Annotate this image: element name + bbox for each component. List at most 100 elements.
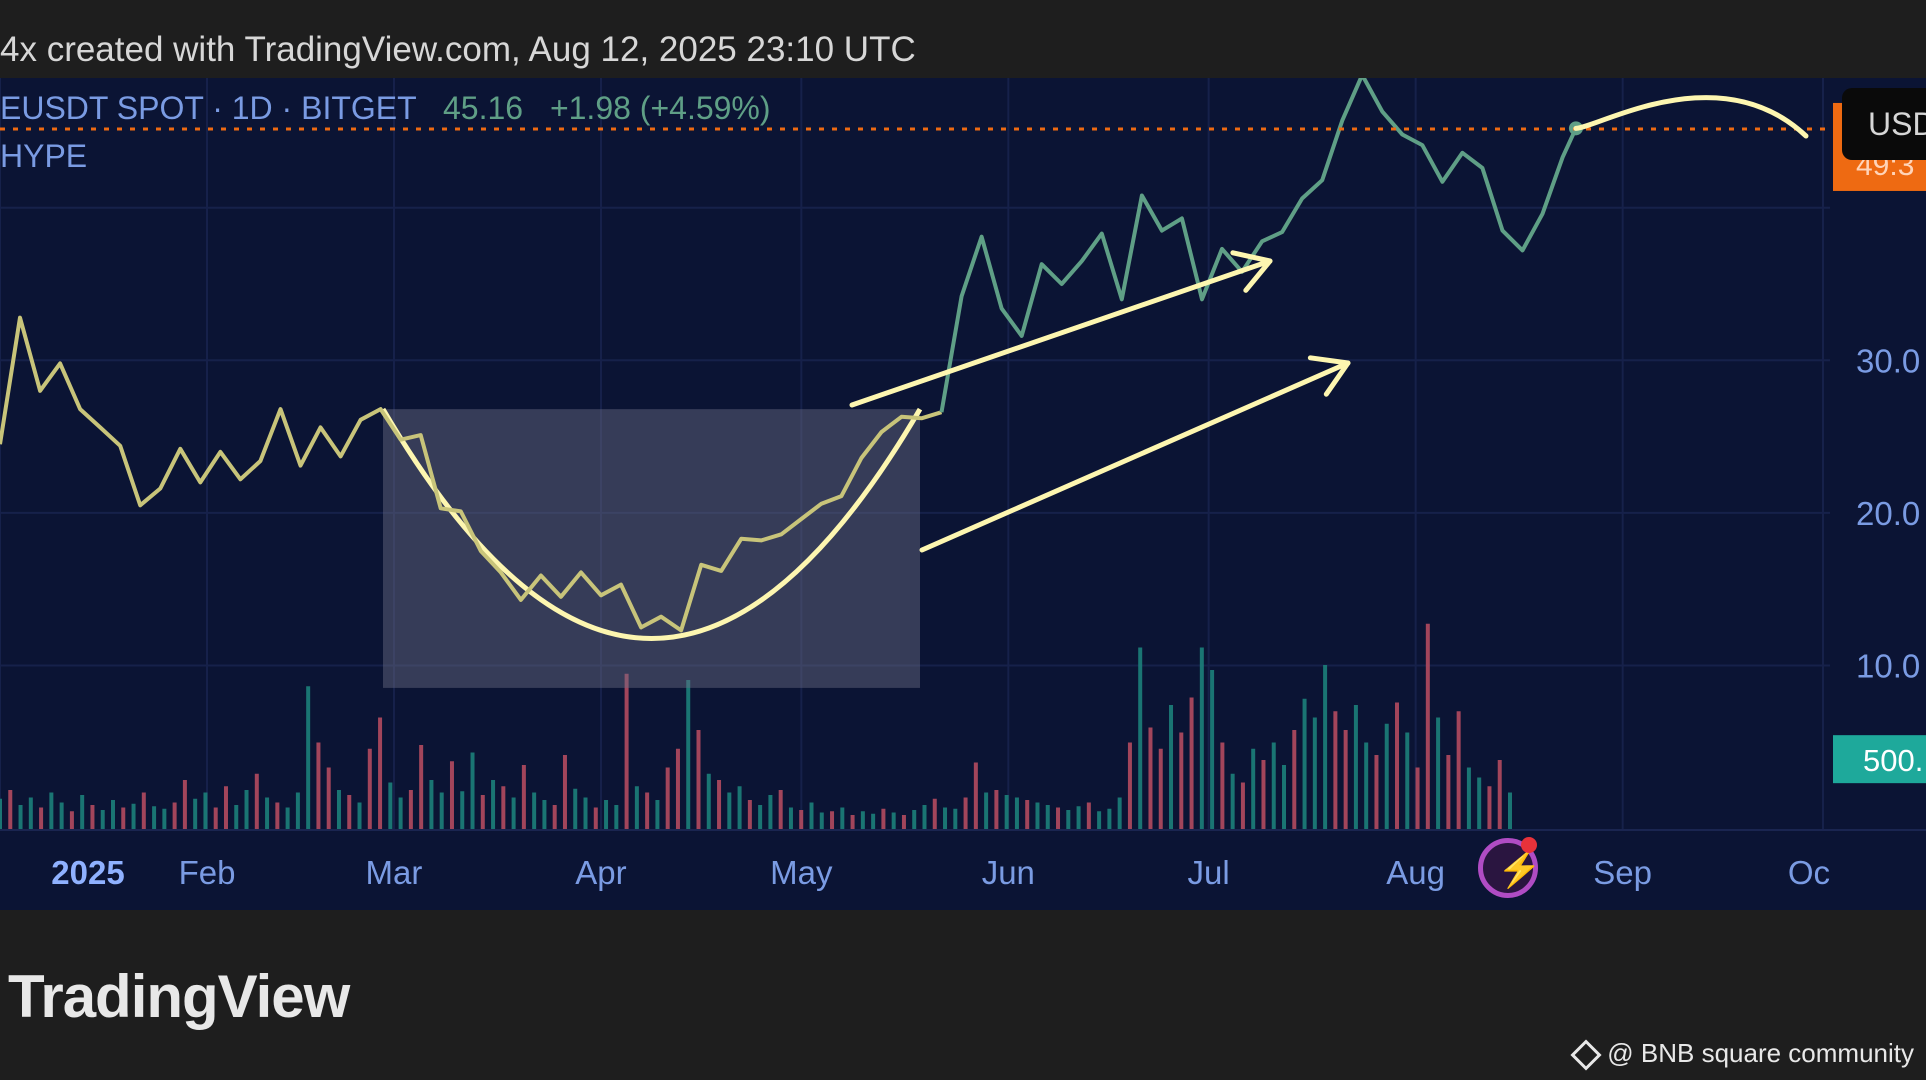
volume-bar [604, 800, 609, 830]
symbol-legend[interactable]: EUSDT SPOT · 1D · BITGET 45.16 +1.98 (+4… [0, 90, 771, 127]
volume-bar [470, 752, 475, 830]
flash-button[interactable]: ⚡ [1478, 837, 1542, 898]
volume-bar [768, 795, 773, 830]
volume-bar [213, 807, 218, 830]
volume-bar [696, 730, 701, 830]
volume-bar [1343, 730, 1348, 830]
volume-bar [69, 811, 74, 830]
volume-bar [593, 807, 598, 830]
volume-bar [162, 808, 167, 830]
volume-bar [203, 792, 208, 830]
time-axis-label: Sep [1593, 854, 1652, 891]
volume-bar [28, 797, 33, 830]
cup-curve-annotation [380, 407, 923, 642]
time-axis-label: Oc [1788, 854, 1830, 891]
volume-bar [1282, 765, 1287, 830]
volume-bar [624, 673, 629, 830]
volume-bar [1292, 730, 1297, 830]
volume-bar [182, 780, 187, 830]
price-change: +1.98 (+4.59%) [549, 90, 771, 126]
volume-bar [1199, 647, 1204, 830]
indicator-legend[interactable]: HYPE [0, 138, 87, 175]
volume-bar [336, 790, 341, 830]
volume-bar [747, 800, 752, 830]
volume-bar [542, 800, 547, 830]
volume-bar [1477, 777, 1482, 830]
volume-bar [562, 755, 567, 830]
price-line-early [0, 315, 943, 633]
chart-background [0, 78, 1926, 910]
chart-area[interactable]: 50.030.020.010.045.149:3500.2025FebMarAp… [0, 78, 1926, 910]
volume-bar [1466, 767, 1471, 830]
volume-bar [1127, 742, 1132, 830]
volume-bar [1497, 760, 1502, 830]
volume-bar [840, 807, 845, 830]
cup-highlight-area [383, 409, 920, 688]
volume-bar [881, 808, 886, 830]
volume-bar [460, 791, 465, 830]
volume-bar [388, 782, 393, 830]
time-axis-label: Jun [982, 854, 1035, 891]
volume-bar [686, 680, 691, 830]
volume-bar [152, 806, 157, 830]
time-axis-label: Feb [179, 854, 236, 891]
footer: TradingView @ BNB square community [0, 910, 1926, 1080]
chart-caption: 4x created with TradingView.com, Aug 12,… [0, 30, 916, 69]
volume-bar [8, 790, 13, 830]
time-axis-label: 2025 [51, 854, 124, 891]
volume-bar [480, 795, 485, 830]
currency-button[interactable]: USD [1842, 88, 1926, 160]
price-axis-label: 10.0 [1856, 648, 1920, 685]
volume-bar [758, 805, 763, 830]
volume-bar [994, 790, 999, 830]
indicator-name: HYPE [0, 138, 88, 174]
volume-bar [860, 811, 865, 830]
volume-bar [922, 805, 927, 830]
volume-bar [1374, 755, 1379, 830]
volume-bar [429, 780, 434, 830]
volume-bar [39, 807, 44, 830]
volume-bar [295, 792, 300, 830]
volume-bar [121, 807, 126, 830]
volume-bar [0, 798, 2, 830]
volume-bar [265, 797, 270, 830]
volume-bar [285, 807, 290, 830]
volume-bar [306, 686, 311, 830]
volume-bar [809, 802, 814, 830]
volume-bar [1312, 717, 1317, 830]
volume-bar [819, 812, 824, 830]
volume-bar [645, 792, 650, 830]
volume-bar [1169, 705, 1174, 830]
time-axis-label: Jul [1188, 854, 1230, 891]
volume-bar [1508, 792, 1512, 830]
lightning-icon: ⚡ [1497, 848, 1542, 889]
volume-label-box [1833, 735, 1926, 784]
volume-bar [1148, 727, 1153, 830]
volume-bar [943, 807, 948, 830]
lower-channel-arrow-head [1307, 355, 1351, 397]
volume-bar [830, 811, 835, 830]
volume-bar [419, 745, 424, 830]
volume-bar [59, 802, 64, 830]
volume-bar [1004, 795, 1009, 830]
time-axis-label: Aug [1386, 854, 1445, 891]
volume-bar [1425, 623, 1430, 830]
volume-bar [244, 790, 249, 830]
volume-bar [90, 805, 95, 830]
volume-bar [1189, 697, 1194, 830]
volume-bar [1066, 810, 1071, 830]
last-price: 45.16 [442, 90, 524, 126]
price-chart[interactable]: 50.030.020.010.045.149:3500.2025FebMarAp… [0, 78, 1926, 910]
volume-bar [511, 797, 516, 830]
volume-bar [737, 786, 742, 830]
volume-bar [1230, 773, 1235, 830]
volume-label: 500. [1863, 743, 1923, 778]
volume-bar [891, 812, 896, 830]
volume-bar [491, 780, 496, 830]
volume-bar [634, 786, 639, 830]
volume-bar [850, 815, 855, 830]
time-axis-label: Apr [575, 854, 626, 891]
volume-bar [532, 792, 537, 830]
volume-bar [963, 797, 968, 830]
currency-label: USD [1868, 106, 1926, 142]
